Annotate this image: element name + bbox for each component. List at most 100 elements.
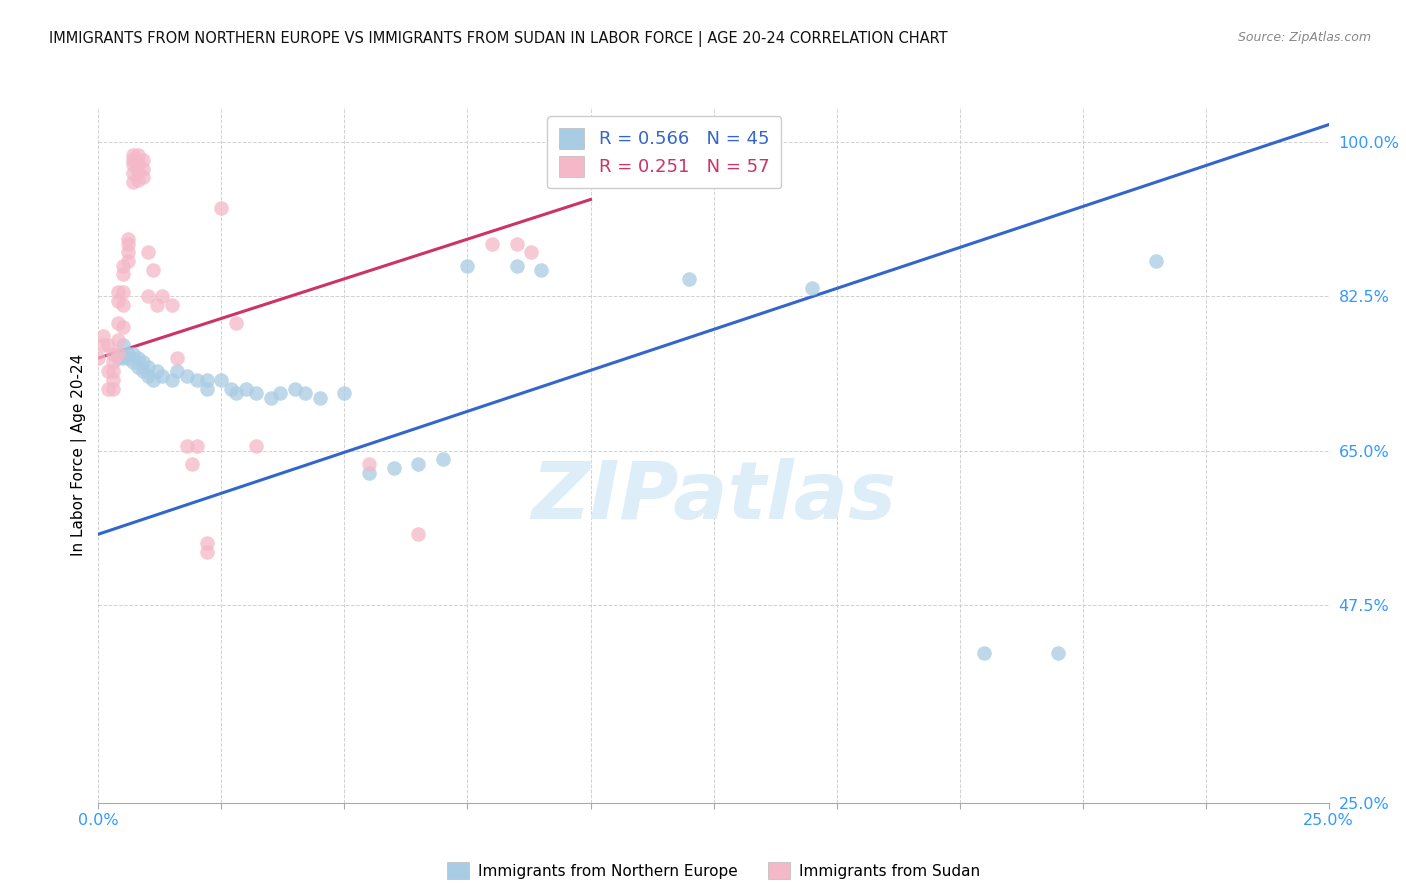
Point bbox=[359, 466, 381, 480]
Point bbox=[97, 364, 120, 378]
Point bbox=[112, 285, 135, 299]
Point bbox=[284, 382, 307, 396]
Point bbox=[186, 373, 208, 387]
Point bbox=[127, 155, 149, 169]
Y-axis label: In Labor Force | Age 20-24: In Labor Force | Age 20-24 bbox=[72, 354, 87, 556]
Point bbox=[136, 359, 159, 374]
Point bbox=[382, 461, 405, 475]
Point bbox=[219, 382, 243, 396]
Point bbox=[146, 364, 169, 378]
Point bbox=[245, 386, 267, 401]
Point bbox=[132, 170, 155, 185]
Point bbox=[107, 351, 129, 365]
Point bbox=[117, 254, 139, 268]
Point bbox=[1144, 254, 1167, 268]
Point bbox=[117, 245, 139, 260]
Point bbox=[107, 316, 129, 330]
Point bbox=[107, 346, 129, 360]
Point bbox=[136, 245, 159, 260]
Point bbox=[122, 355, 145, 369]
Point bbox=[103, 346, 125, 360]
Text: IMMIGRANTS FROM NORTHERN EUROPE VS IMMIGRANTS FROM SUDAN IN LABOR FORCE | AGE 20: IMMIGRANTS FROM NORTHERN EUROPE VS IMMIG… bbox=[49, 31, 948, 47]
Point bbox=[225, 386, 247, 401]
Point bbox=[309, 391, 332, 405]
Point bbox=[136, 368, 159, 383]
Point bbox=[107, 293, 129, 308]
Point bbox=[87, 351, 110, 365]
Point bbox=[112, 338, 135, 352]
Point bbox=[117, 351, 139, 365]
Point bbox=[122, 346, 145, 360]
Point bbox=[127, 148, 149, 162]
Point bbox=[176, 368, 198, 383]
Point bbox=[270, 386, 292, 401]
Point bbox=[122, 175, 145, 189]
Point bbox=[107, 334, 129, 348]
Point bbox=[112, 351, 135, 365]
Point bbox=[530, 263, 553, 277]
Point bbox=[132, 161, 155, 176]
Point bbox=[152, 368, 174, 383]
Point bbox=[235, 382, 257, 396]
Point bbox=[162, 298, 183, 312]
Point bbox=[132, 364, 155, 378]
Point bbox=[260, 391, 283, 405]
Point bbox=[195, 373, 218, 387]
Point bbox=[127, 164, 149, 178]
Legend: Immigrants from Northern Europe, Immigrants from Sudan: Immigrants from Northern Europe, Immigra… bbox=[441, 855, 986, 886]
Point bbox=[122, 166, 145, 180]
Point bbox=[180, 457, 204, 471]
Point bbox=[225, 316, 247, 330]
Point bbox=[122, 157, 145, 171]
Point bbox=[112, 298, 135, 312]
Point bbox=[112, 320, 135, 334]
Point bbox=[146, 298, 169, 312]
Point bbox=[122, 153, 145, 167]
Point bbox=[481, 236, 503, 251]
Point bbox=[520, 245, 543, 260]
Point bbox=[127, 173, 149, 187]
Point bbox=[97, 338, 120, 352]
Point bbox=[211, 202, 233, 216]
Point bbox=[432, 452, 454, 467]
Point bbox=[506, 259, 529, 273]
Point bbox=[211, 373, 233, 387]
Point bbox=[176, 439, 198, 453]
Point bbox=[112, 268, 135, 282]
Point bbox=[162, 373, 183, 387]
Point bbox=[103, 373, 125, 387]
Point bbox=[127, 359, 149, 374]
Point bbox=[195, 536, 218, 550]
Point bbox=[103, 355, 125, 369]
Point bbox=[93, 329, 115, 343]
Point bbox=[117, 236, 139, 251]
Point bbox=[132, 153, 155, 167]
Point bbox=[408, 457, 430, 471]
Point bbox=[1046, 646, 1070, 660]
Point bbox=[166, 351, 188, 365]
Point bbox=[333, 386, 356, 401]
Point bbox=[107, 285, 129, 299]
Point bbox=[103, 382, 125, 396]
Text: Source: ZipAtlas.com: Source: ZipAtlas.com bbox=[1237, 31, 1371, 45]
Point bbox=[456, 259, 478, 273]
Point bbox=[127, 351, 149, 365]
Point bbox=[359, 457, 381, 471]
Point bbox=[186, 439, 208, 453]
Point bbox=[678, 272, 700, 286]
Point bbox=[506, 236, 529, 251]
Point bbox=[408, 527, 430, 541]
Point bbox=[973, 646, 995, 660]
Point bbox=[801, 280, 824, 294]
Point bbox=[141, 263, 165, 277]
Point bbox=[166, 364, 188, 378]
Point bbox=[117, 232, 139, 246]
Point bbox=[132, 355, 155, 369]
Point bbox=[117, 346, 139, 360]
Point bbox=[245, 439, 267, 453]
Point bbox=[141, 373, 165, 387]
Point bbox=[152, 289, 174, 303]
Point bbox=[195, 382, 218, 396]
Point bbox=[122, 148, 145, 162]
Point bbox=[103, 364, 125, 378]
